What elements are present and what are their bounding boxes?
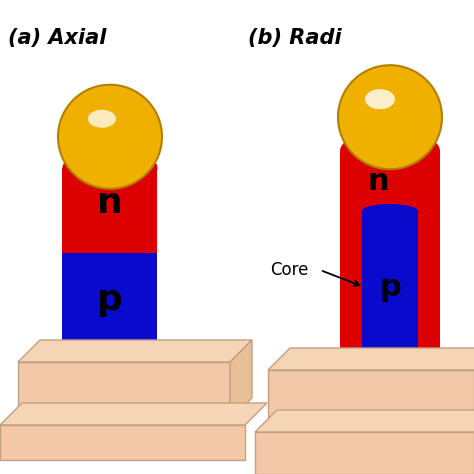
Text: (a) Axial: (a) Axial bbox=[8, 28, 106, 48]
Polygon shape bbox=[230, 340, 252, 420]
Ellipse shape bbox=[340, 130, 440, 172]
Ellipse shape bbox=[88, 110, 116, 128]
Polygon shape bbox=[268, 370, 474, 428]
Bar bbox=[63, 253, 157, 358]
Ellipse shape bbox=[63, 349, 157, 367]
Polygon shape bbox=[18, 362, 230, 420]
Polygon shape bbox=[18, 340, 252, 362]
Text: n: n bbox=[367, 166, 389, 195]
Polygon shape bbox=[255, 410, 474, 432]
Polygon shape bbox=[255, 432, 474, 474]
Text: p: p bbox=[379, 273, 401, 301]
Ellipse shape bbox=[365, 89, 395, 109]
Text: n: n bbox=[97, 186, 123, 219]
Polygon shape bbox=[0, 403, 267, 425]
Circle shape bbox=[338, 65, 442, 169]
Bar bbox=[362, 211, 418, 363]
Polygon shape bbox=[268, 348, 474, 370]
Circle shape bbox=[58, 85, 162, 189]
Text: p: p bbox=[97, 283, 123, 317]
Ellipse shape bbox=[63, 148, 157, 188]
Text: (b) Radi: (b) Radi bbox=[248, 28, 342, 48]
Ellipse shape bbox=[340, 359, 440, 377]
Text: Core: Core bbox=[270, 261, 309, 279]
Ellipse shape bbox=[362, 204, 418, 218]
Ellipse shape bbox=[362, 354, 418, 372]
Bar bbox=[340, 151, 440, 368]
Polygon shape bbox=[0, 425, 245, 460]
Bar bbox=[63, 168, 157, 253]
